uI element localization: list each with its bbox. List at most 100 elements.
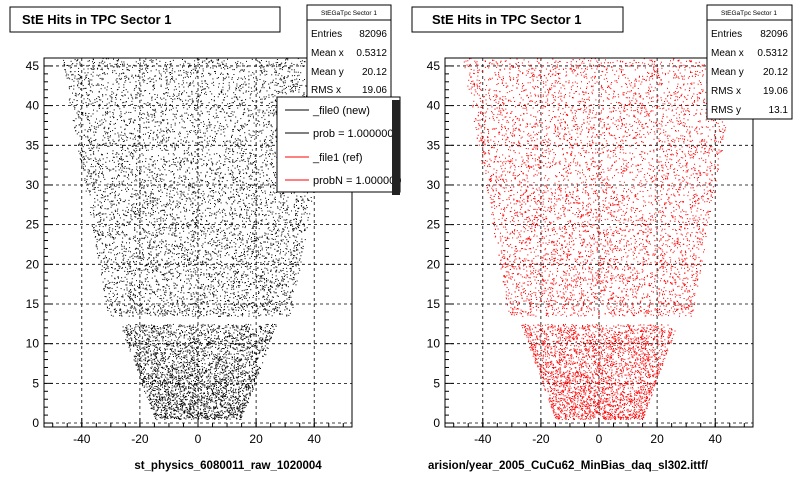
scatter-point	[95, 225, 97, 227]
scatter-point	[264, 82, 265, 84]
scatter-point	[148, 244, 150, 246]
scatter-point	[93, 134, 95, 136]
scatter-point	[264, 98, 266, 100]
scatter-point	[267, 287, 269, 289]
scatter-point	[77, 59, 79, 61]
scatter-point	[102, 63, 104, 65]
scatter-point	[158, 125, 160, 127]
scatter-point	[286, 298, 288, 300]
scatter-point	[248, 114, 250, 116]
scatter-point	[265, 136, 267, 138]
scatter-point	[162, 120, 164, 122]
scatter-point	[253, 221, 255, 223]
scatter-point	[282, 285, 283, 287]
scatter-point	[135, 247, 137, 249]
scatter-point	[181, 199, 183, 200]
scatter-point	[204, 287, 206, 289]
scatter-point	[165, 137, 167, 139]
scatter-point	[226, 295, 228, 296]
scatter-point	[134, 150, 136, 152]
scatter-point	[138, 80, 140, 82]
scatter-point	[171, 70, 173, 72]
scatter-point	[190, 160, 192, 162]
scatter-point	[160, 218, 162, 220]
scatter-point	[297, 207, 299, 209]
scatter-point	[243, 254, 245, 255]
scatter-point	[155, 75, 157, 77]
scatter-point	[85, 136, 87, 138]
scatter-point	[189, 283, 191, 285]
scatter-point	[233, 177, 235, 179]
scatter-point	[129, 312, 131, 313]
scatter-point	[282, 293, 284, 295]
scatter-point	[286, 274, 288, 275]
scatter-point	[261, 236, 263, 238]
scatter-point	[88, 129, 90, 130]
scatter-point	[101, 172, 102, 174]
scatter-point	[203, 263, 205, 265]
scatter-point	[276, 266, 278, 268]
scatter-point	[247, 278, 249, 280]
scatter-point	[190, 115, 192, 116]
scatter-point	[134, 237, 136, 238]
scatter-point	[234, 249, 236, 251]
scatter-point	[140, 308, 142, 310]
scatter-point	[226, 180, 228, 182]
scatter-point	[143, 185, 145, 187]
scatter-point	[206, 301, 208, 302]
scatter-point	[128, 199, 130, 201]
scatter-point	[245, 168, 247, 170]
scatter-point	[172, 153, 174, 155]
scatter-point	[184, 250, 186, 252]
scatter-point	[287, 265, 289, 266]
scatter-point	[166, 132, 168, 134]
scatter-point	[113, 183, 115, 185]
scatter-point	[149, 169, 151, 171]
scatter-point	[283, 293, 285, 295]
scatter-point	[230, 187, 232, 189]
scatter-point	[217, 262, 219, 264]
scatter-point	[252, 171, 254, 173]
scatter-point	[141, 220, 143, 222]
scatter-point	[189, 172, 191, 174]
scatter-point	[185, 200, 187, 202]
scatter-point	[260, 208, 262, 209]
scatter-point	[215, 204, 216, 206]
scatter-point	[284, 226, 286, 228]
scatter-point	[197, 236, 199, 237]
scatter-point	[198, 181, 200, 183]
scatter-point	[126, 287, 128, 289]
scatter-point	[100, 207, 102, 209]
scatter-point	[289, 67, 291, 68]
scatter-point	[266, 70, 268, 72]
scatter-point	[224, 306, 225, 308]
scatter-point	[84, 178, 86, 180]
scatter-point	[228, 173, 230, 175]
scatter-point	[220, 300, 222, 301]
scatter-point	[250, 153, 252, 154]
scatter-point	[269, 64, 271, 66]
scatter-point	[243, 102, 245, 103]
scatter-point	[248, 90, 250, 92]
scatter-point	[151, 192, 153, 194]
scatter-point	[115, 143, 117, 145]
scatter-point	[164, 277, 166, 279]
scatter-point	[166, 130, 167, 132]
scatter-point	[233, 213, 235, 215]
scatter-point	[299, 258, 301, 260]
scatter-point	[215, 267, 217, 268]
scatter-point	[237, 120, 239, 122]
scatter-point	[260, 275, 262, 277]
scatter-point	[284, 202, 286, 204]
scatter-point	[224, 164, 226, 166]
scatter-point	[261, 72, 263, 74]
scatter-point	[228, 108, 230, 109]
scatter-point	[178, 74, 180, 76]
scatter-point	[248, 187, 250, 188]
scatter-point	[233, 161, 235, 163]
scatter-point	[154, 98, 156, 100]
scatter-point	[271, 136, 273, 138]
scatter-point	[242, 261, 244, 263]
scatter-point	[296, 83, 298, 85]
scatter-point	[254, 85, 256, 87]
